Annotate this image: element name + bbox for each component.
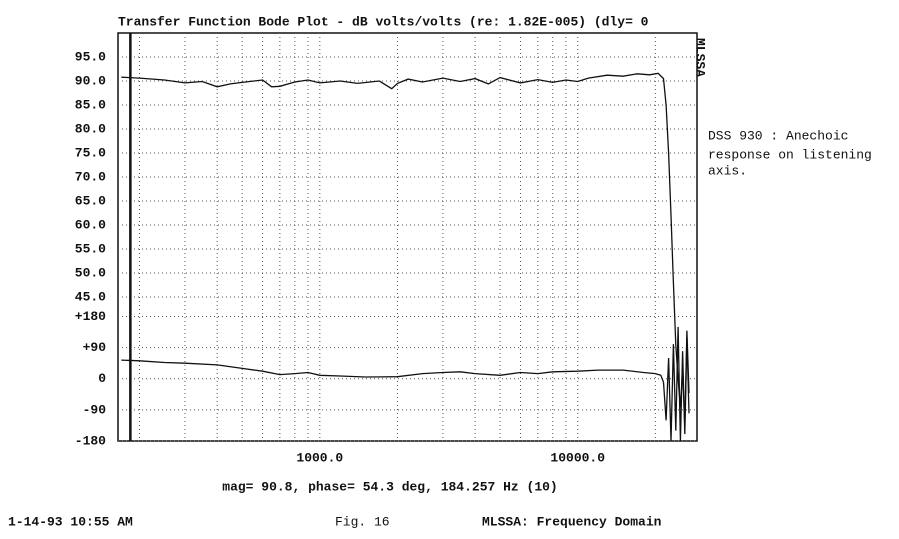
x-tick-label: 10000.0: [550, 450, 605, 465]
side-label: MLSSA: [693, 38, 708, 77]
footer-left: 1-14-93 10:55 AM: [8, 514, 133, 529]
y-tick-label: 95.0: [75, 49, 106, 64]
y-tick-label: 75.0: [75, 145, 106, 160]
annotation-line: axis.: [708, 163, 747, 178]
y-tick-label: 70.0: [75, 169, 106, 184]
x-tick-label: 1000.0: [296, 450, 343, 465]
y-tick-label: 45.0: [75, 289, 106, 304]
y-tick-label: 60.0: [75, 217, 106, 232]
y2-tick-label: +180: [75, 309, 106, 324]
y-tick-label: 80.0: [75, 121, 106, 136]
cursor-readout: mag= 90.8, phase= 54.3 deg, 184.257 Hz (…: [222, 479, 557, 494]
annotation-line: DSS 930 : Anechoic: [708, 128, 848, 143]
y-tick-label: 85.0: [75, 97, 106, 112]
y-tick-label: 55.0: [75, 241, 106, 256]
plot-frame: [117, 32, 698, 442]
y2-tick-label: 0: [98, 371, 106, 386]
y2-tick-label: +90: [83, 340, 107, 355]
chart-title: Transfer Function Bode Plot - dB volts/v…: [118, 14, 649, 29]
annotation-line: response on listening: [708, 147, 872, 162]
y2-tick-label: -90: [83, 402, 107, 417]
series-line: [121, 72, 690, 427]
y2-tick-label: -180: [75, 433, 106, 448]
footer-center: Fig. 16: [335, 514, 390, 529]
series-line: [121, 326, 690, 442]
footer-right: MLSSA: Frequency Domain: [482, 514, 662, 529]
y-tick-label: 50.0: [75, 265, 106, 280]
y-tick-label: 90.0: [75, 73, 106, 88]
y-tick-label: 65.0: [75, 193, 106, 208]
